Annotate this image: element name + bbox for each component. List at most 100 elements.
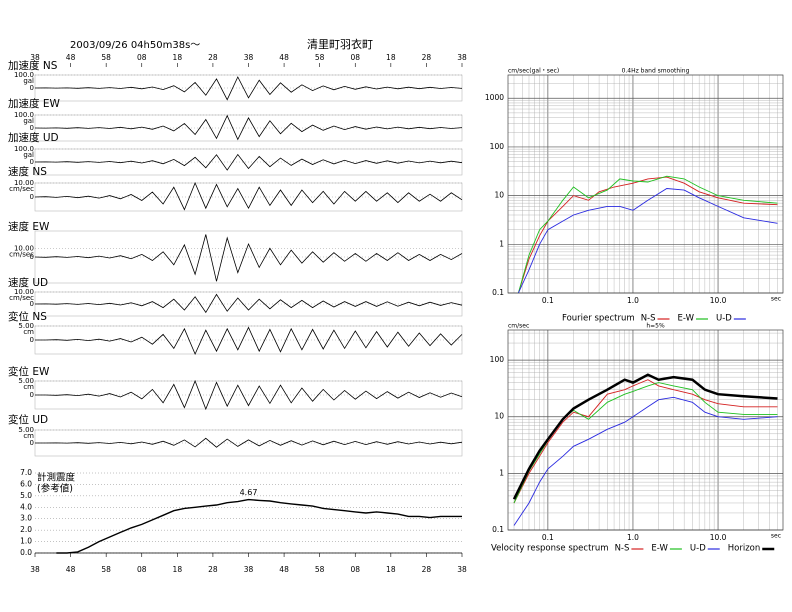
intensity-tick-label: 5.0 [20,491,32,500]
trace-scale-label: 5.00 [18,322,34,330]
trace-scale-label: 10.00 [14,244,34,252]
chart-note: h=5% [646,323,665,330]
time-tick-label: 58 [101,53,111,62]
trace-scale-label: 100.0 [14,145,34,153]
trace-scale-label: 10.00 [14,179,34,187]
y-tick-label: 0.1 [492,525,504,534]
trace-name: 加速度 EW [8,97,60,110]
spectrum-line [513,379,778,504]
intensity-tick-label: 4.0 [20,502,32,511]
x-tick-label: 10.0 [710,533,727,542]
y-tick-label: 0.1 [492,288,504,297]
legend-label: N-S [615,544,630,554]
x-tick-label: 0.1 [542,533,554,542]
trace-unit: cm [23,328,34,336]
spectrum-line [517,188,778,294]
trace-scale-label: 5.00 [18,377,34,385]
plot-frame [507,74,784,294]
spectrum-line [512,373,778,500]
y-unit: cm/sec(gal・sec) [508,68,559,75]
station-name: 清里町羽衣町 [307,37,373,51]
time-tick-label: 48 [279,53,289,62]
trace-scale-label: 0 [30,193,34,201]
trace-scale-label: 0 [30,124,34,132]
intensity-x-label: 38 [457,565,467,574]
intensity-x-label: 28 [422,565,432,574]
trace-name: 速度 EW [8,220,50,233]
time-tick-label: 28 [208,53,218,62]
legend-label: E-W [651,544,668,554]
time-tick-label: 08 [137,53,147,62]
spectrum-line [513,382,778,504]
intensity-x-label: 38 [30,565,40,574]
x-tick-label: 1.0 [627,296,639,305]
trace-scale-label: 0 [30,84,34,92]
intensity-line [56,498,462,554]
trace-name: 加速度 NS [8,59,58,72]
time-tick-label: 28 [422,53,432,62]
trace-unit: cm [23,432,34,440]
trace-scale-label: 0 [30,158,34,166]
intensity-x-label: 38 [244,565,254,574]
trace-unit: gal [23,77,34,85]
time-tick-label: 38 [30,53,40,62]
spectrum-line [517,176,778,294]
spectrum-line [517,175,778,294]
legend-label: Horizon [728,544,761,554]
y-tick-label: 1 [499,468,504,477]
y-unit: cm/sec [508,323,529,330]
intensity-tick-label: 2.0 [20,525,32,534]
legend-title: Fourier spectrum [562,314,635,324]
intensity-tick-label: 0.0 [20,548,32,557]
spectrum-line [513,396,778,526]
waveform [35,379,463,411]
trace-name: 速度 NS [8,165,47,178]
intensity-x-label: 58 [101,565,111,574]
plot-frame [507,329,784,531]
waveform [34,114,463,141]
waveform [34,153,463,171]
intensity-subtitle: (参考値) [37,483,73,495]
trace-unit: cm/sec [9,294,34,302]
waveform [34,234,463,282]
intensity-x-label: 48 [279,565,289,574]
time-tick-label: 58 [315,53,325,62]
chart-note: 0.4Hz band smoothing [622,68,690,75]
trace-scale-label: 0 [30,391,34,399]
time-tick-label: 08 [350,53,360,62]
intensity-tick-label: 7.0 [20,468,32,477]
y-tick-label: 10 [494,191,504,200]
trace-scale-label: 5.00 [18,426,34,434]
trace-scale-label: 100.0 [14,71,34,79]
time-tick-label: 48 [66,53,76,62]
intensity-tick-label: 6.0 [20,479,32,488]
y-tick-label: 100 [490,142,505,151]
x-tick-label: 10.0 [710,296,727,305]
intensity-value-label: 4.67 [240,488,258,497]
legend-label: E-W [678,314,695,324]
trace-name: 変位 NS [8,310,47,323]
trace-unit: cm [23,383,34,391]
y-tick-label: 1 [499,239,504,248]
trace-unit: gal [23,151,34,159]
time-tick-label: 38 [244,53,254,62]
time-tick-label: 38 [457,53,467,62]
x-tick-label: 0.1 [542,296,554,305]
y-tick-label: 100 [490,355,505,364]
legend-label: U-D [690,544,706,554]
intensity-x-label: 08 [350,565,360,574]
trace-scale-label: 10.00 [14,288,34,296]
intensity-tick-label: 3.0 [20,514,32,523]
trace-scale-label: 0 [30,336,34,344]
trace-name: 変位 UD [8,413,48,426]
trace-scale-label: 0 [30,439,34,447]
y-tick-label: 10 [494,412,504,421]
trace-name: 速度 UD [8,276,48,289]
time-tick-label: 18 [386,53,396,62]
legend-label: U-D [716,314,732,324]
trace-scale-label: 100.0 [14,111,34,119]
time-tick-label: 18 [173,53,183,62]
trace-scale-label: 0 [30,253,34,261]
trace-unit: cm/sec [9,185,34,193]
